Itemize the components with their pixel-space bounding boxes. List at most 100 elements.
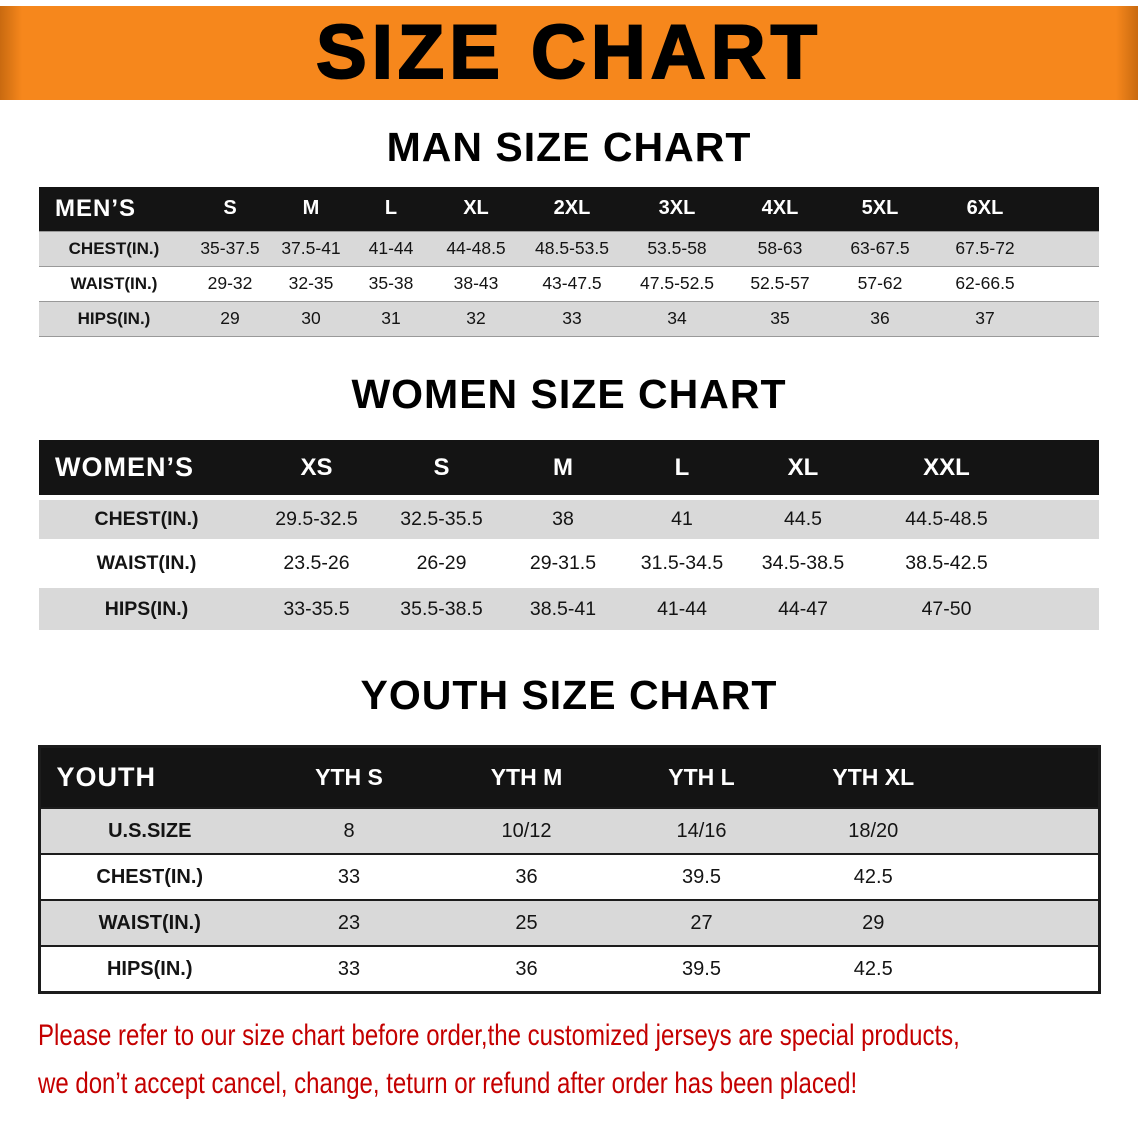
measurement-value: 38.5-42.5 (864, 539, 1099, 586)
measurement-value: 33-35.5 (254, 583, 379, 630)
measurement-value: 63-67.5 (829, 230, 931, 267)
measurement-value: 36 (829, 300, 931, 337)
measurement-value: 23.5-26 (254, 539, 379, 586)
measurement-value: 62-66.5 (955, 273, 1015, 294)
youth-chart-title: YOUTH SIZE CHART (360, 671, 778, 718)
size-column-header: YTH XL (789, 746, 1099, 809)
measurement-value: 29-32 (207, 273, 253, 294)
size-chart-banner: SIZE CHART (0, 6, 1138, 100)
measurement-value: 10/12 (439, 807, 614, 855)
measurement-value: 41 (622, 495, 742, 542)
page-title: SIZE CHART (315, 10, 822, 95)
measurement-value: 38-43 (453, 273, 499, 294)
youth-table-body: U.S.SIZE 8 10/12 14/16 18/20 CHEST(IN.) 33 36 39… (39, 807, 1099, 993)
measurement-value: 32.5-35.5 (379, 495, 504, 542)
measurement-row: CHEST(IN.) 29.5-32.5 32.5-35.5 38 41 44.5 44.5… (39, 495, 1099, 542)
measurement-value: 44.5-48.5 (864, 495, 1099, 542)
measurement-value: 8 (259, 807, 439, 855)
size-column-header: 4XL (731, 187, 829, 232)
measurement-value: 39.5 (614, 945, 789, 993)
size-column-header: M (504, 439, 622, 498)
measurement-row: HIPS(IN.) 33 36 39.5 42.5 (39, 945, 1099, 993)
size-column-header: 3XL (623, 187, 731, 232)
size-column-header: S (189, 187, 271, 232)
measurement-value: 39.5 (614, 853, 789, 901)
measurement-value: 44-47 (742, 583, 864, 630)
measurement-value: 36 (439, 853, 614, 901)
measurement-value: 18/20 (789, 807, 1099, 855)
measurement-value: 67.5-72 (931, 230, 1099, 267)
measurement-value: 29 (789, 899, 1099, 947)
size-column-header: 6XL (931, 187, 1099, 232)
measurement-value: 37 (931, 300, 1099, 337)
measurement-value: 30 (271, 300, 351, 337)
row-label: WAIST(IN.) (39, 539, 254, 586)
size-column-header: XS (254, 439, 379, 498)
size-column-header: 2XL (521, 187, 623, 232)
header-row: MEN’S S M L XL 2XL 3XL 4XL 5XL 6XL (39, 187, 1099, 232)
measurement-value: 38.5-41 (504, 583, 622, 630)
row-label: HIPS(IN.) (39, 945, 259, 993)
measurement-value: 41-44 (622, 583, 742, 630)
measurement-value: 32-35 (288, 273, 334, 294)
measurement-value: 58-63 (731, 230, 829, 267)
measurement-row: CHEST(IN.) 35-37.5 37.5-41 41-44 44-48.5 48.5… (39, 230, 1099, 267)
size-column-header: S (379, 439, 504, 498)
men-table-body: CHEST(IN.) 35-37.5 37.5-41 41-44 44-48.5 48.5… (39, 230, 1099, 337)
table-title-cell: WOMEN’S (39, 439, 254, 498)
measurement-value: 31.5-34.5 (622, 539, 742, 586)
row-label: HIPS(IN.) (39, 583, 254, 630)
measurement-value: 47-50 (864, 583, 1099, 630)
measurement-value: 48.5-53.5 (521, 230, 623, 267)
measurement-value: 35-38 (368, 273, 414, 294)
measurement-row: HIPS(IN.) 29 30 31 32 33 34 35 36 37 (39, 300, 1099, 337)
women-chart-title: WOMEN SIZE CHART (351, 370, 787, 417)
measurement-value: 29-31.5 (504, 539, 622, 586)
size-column-header: YTH M (439, 746, 614, 809)
header-row: YOUTH YTH S YTH M YTH L YTH XL (39, 746, 1099, 809)
row-label: U.S.SIZE (39, 807, 259, 855)
measurement-value: 42.5 (789, 945, 1099, 993)
measurement-value: 31 (351, 300, 431, 337)
table-title-cell: MEN’S (39, 187, 189, 232)
measurement-row: U.S.SIZE 8 10/12 14/16 18/20 (39, 807, 1099, 855)
measurement-value: 36 (439, 945, 614, 993)
size-column-header: L (351, 187, 431, 232)
youth-size-table: YOUTH YTH S YTH M YTH L YTH XL U.S.SIZE 8 10/1… (37, 744, 1101, 994)
measurement-value: 38 (504, 495, 622, 542)
women-size-table: WOMEN’S XS S M L XL XXL CHEST(IN.) 29.5-32.5 32.… (39, 439, 1099, 630)
size-column-header: YTH L (614, 746, 789, 809)
measurement-value: 33 (259, 853, 439, 901)
header-row: WOMEN’S XS S M L XL XXL (39, 439, 1099, 498)
measurement-value: 25 (439, 899, 614, 947)
men-table-header: MEN’S S M L XL 2XL 3XL 4XL 5XL 6XL (39, 187, 1099, 232)
measurement-row: CHEST(IN.) 33 36 39.5 42.5 (39, 853, 1099, 901)
measurement-value: 33 (521, 300, 623, 337)
measurement-value: 32 (431, 300, 521, 337)
row-label: WAIST(IN.) (39, 899, 259, 947)
row-label: HIPS(IN.) (39, 300, 189, 337)
men-size-table: MEN’S S M L XL 2XL 3XL 4XL 5XL 6XL CHEST(IN.) 35-3… (39, 187, 1099, 337)
measurement-value: 29 (189, 300, 271, 337)
measurement-value: 23 (259, 899, 439, 947)
measurement-value: 33 (259, 945, 439, 993)
measurement-value: 35.5-38.5 (379, 583, 504, 630)
row-label: CHEST(IN.) (39, 853, 259, 901)
measurement-value: 27 (614, 899, 789, 947)
measurement-value: 35 (731, 300, 829, 337)
measurement-value: 35-37.5 (189, 230, 271, 267)
measurement-value: 41-44 (351, 230, 431, 267)
row-label: CHEST(IN.) (39, 495, 254, 542)
measurement-value: 44.5 (742, 495, 864, 542)
measurement-row: WAIST(IN.) 23.5-26 26-29 29-31.5 31.5-34.5 34… (39, 539, 1099, 586)
size-column-header: XL (431, 187, 521, 232)
measurement-row: HIPS(IN.) 33-35.5 35.5-38.5 38.5-41 41-44 44-… (39, 583, 1099, 630)
size-column-header: 5XL (829, 187, 931, 232)
measurement-value: 29.5-32.5 (254, 495, 379, 542)
row-label: CHEST(IN.) (39, 230, 189, 267)
measurement-value: 14/16 (614, 807, 789, 855)
measurement-value: 34 (623, 300, 731, 337)
size-column-header: YTH S (259, 746, 439, 809)
measurement-value: 44-48.5 (431, 230, 521, 267)
measurement-row: WAIST(IN.) 29-32 32-35 35-38 38-43 43-47.5 47.… (39, 266, 1099, 301)
